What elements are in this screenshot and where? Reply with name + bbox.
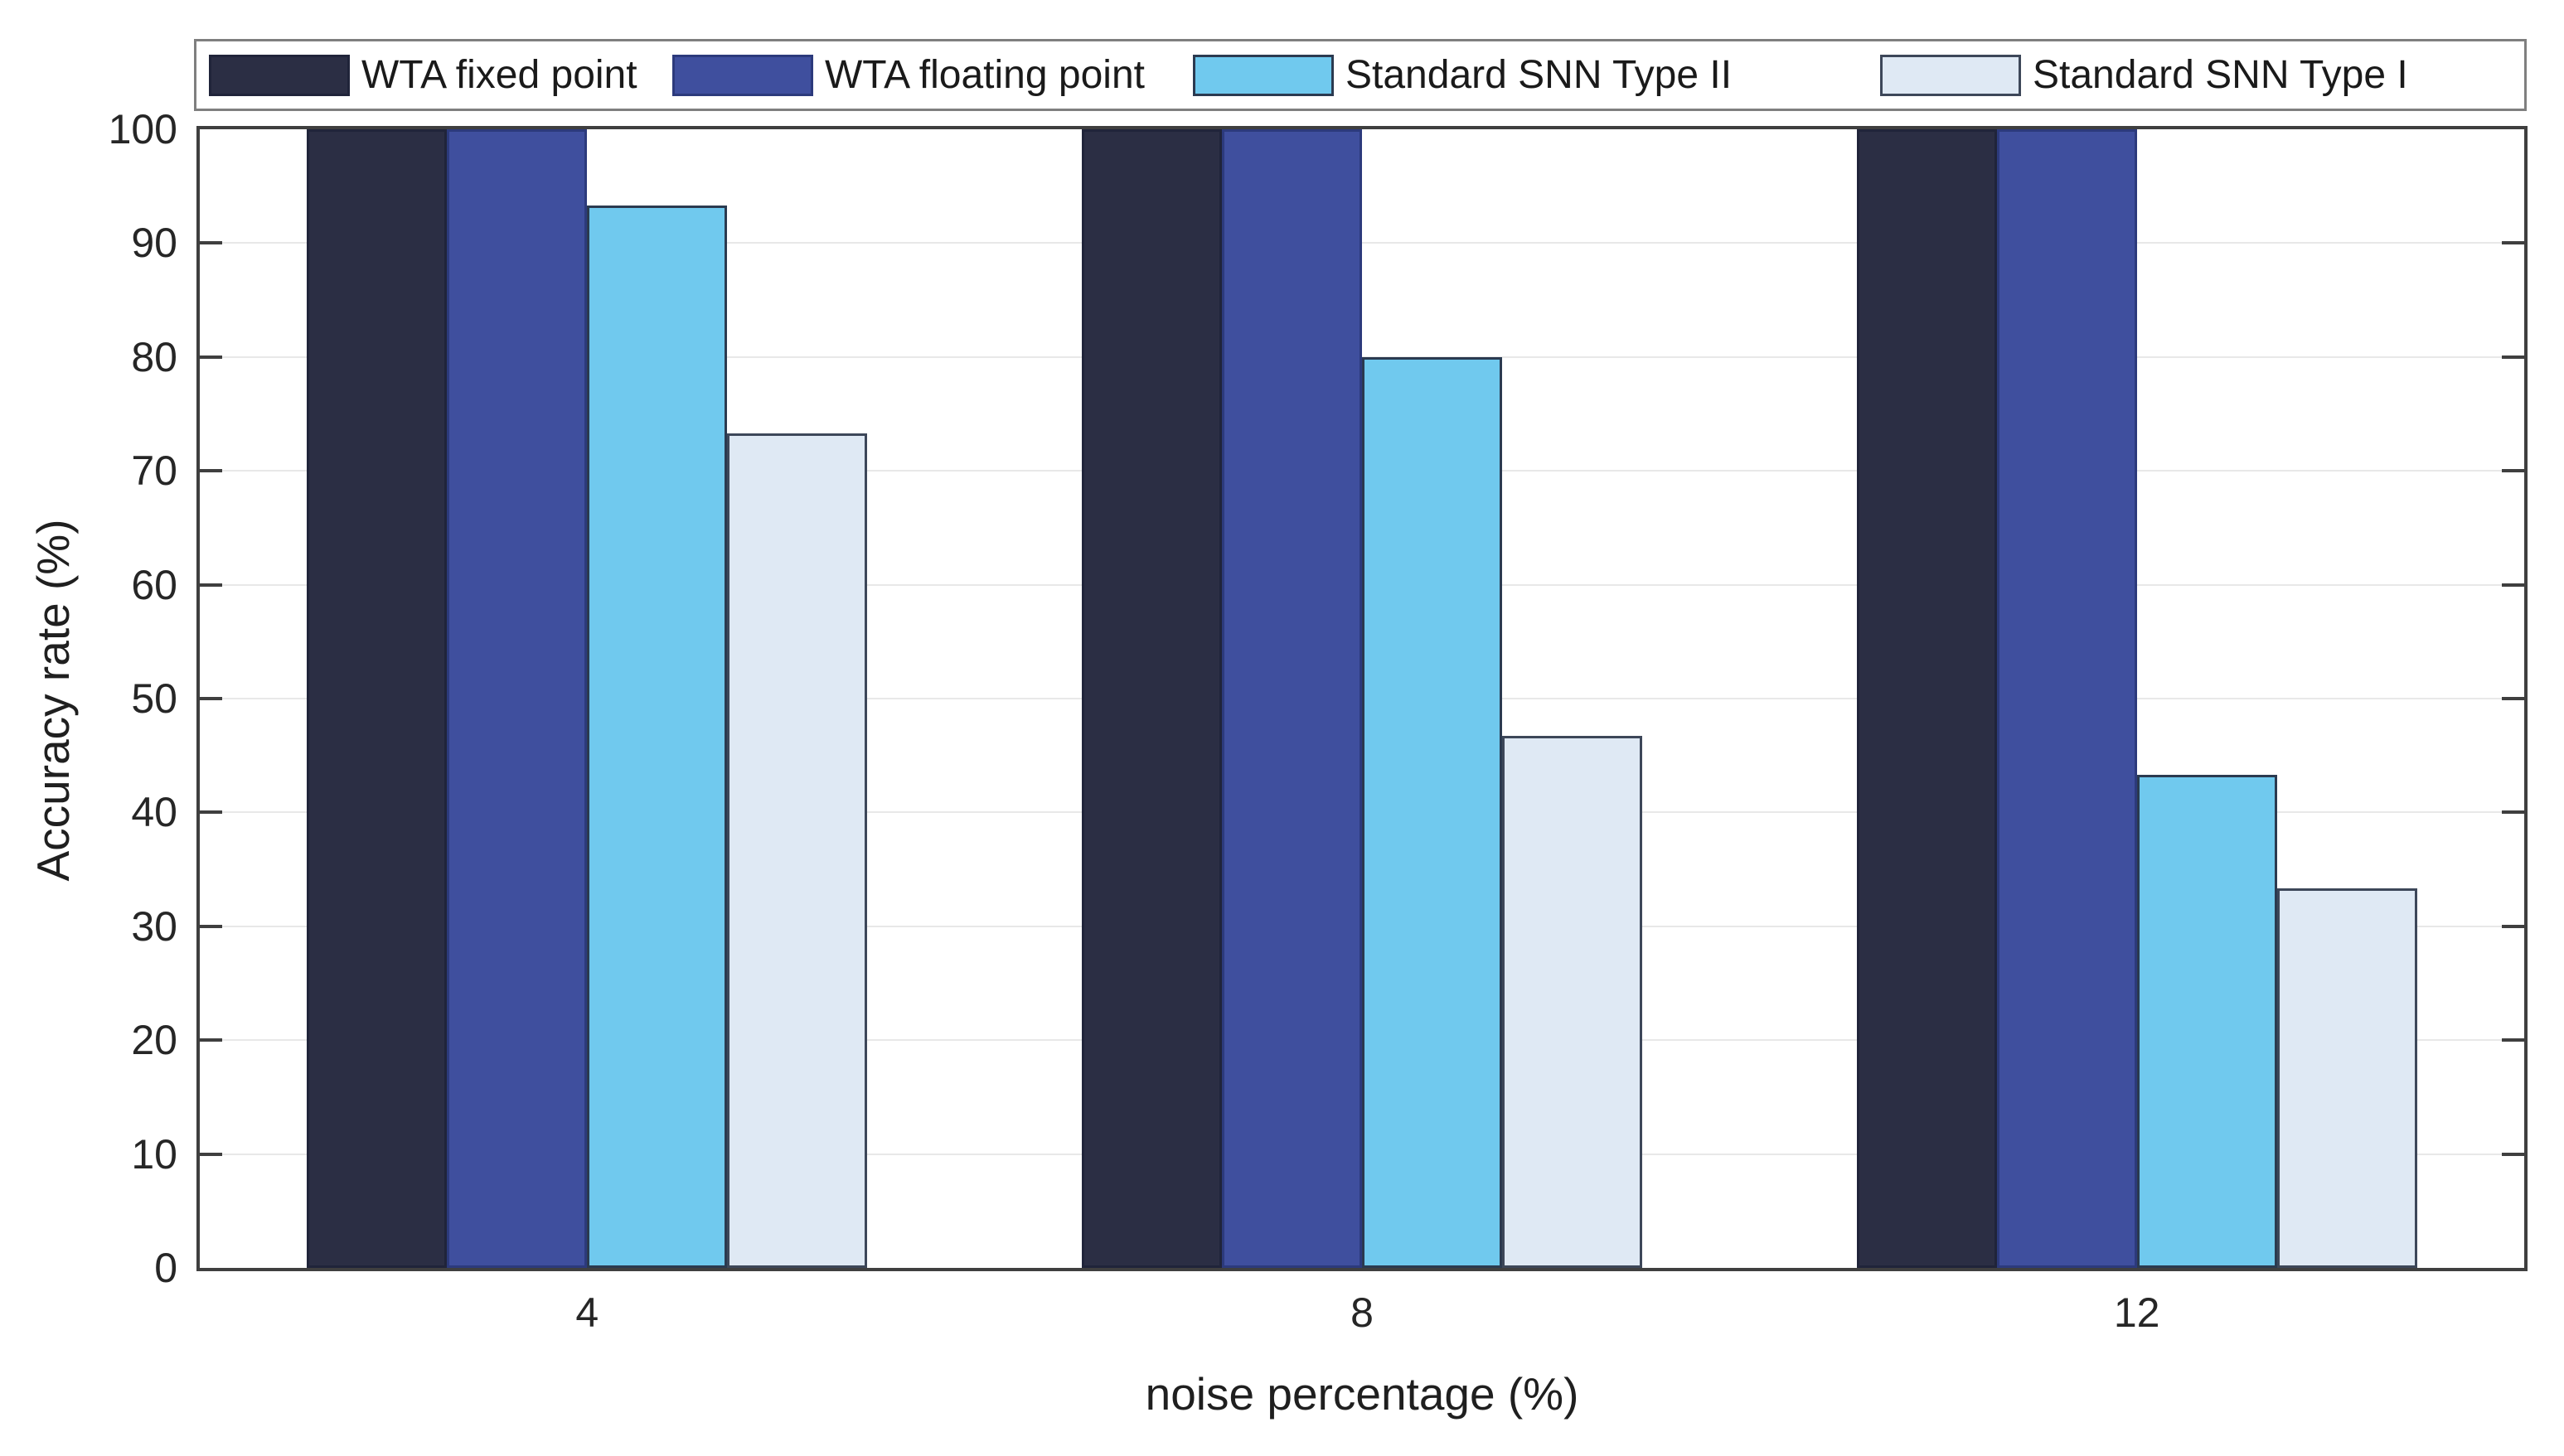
- legend-label: WTA floating point: [825, 52, 1145, 97]
- x-tick-label-4: 4: [575, 1289, 599, 1336]
- y-tick-left-10: [200, 1152, 222, 1156]
- gridline-90: [200, 242, 2524, 244]
- legend-item-wta-floating-point: WTA floating point: [672, 41, 1145, 109]
- y-tick-right-10: [2502, 1152, 2524, 1156]
- y-tick-left-50: [200, 697, 222, 700]
- y-tick-right-50: [2502, 697, 2524, 700]
- y-tick-left-20: [200, 1038, 222, 1042]
- x-axis-label: noise percentage (%): [1145, 1368, 1579, 1420]
- x-tick-label-12: 12: [2113, 1289, 2160, 1336]
- y-tick-left-40: [200, 810, 222, 815]
- bar-wta-fixed-point-noise-8: [1082, 129, 1222, 1268]
- gridline-80: [200, 356, 2524, 358]
- y-tick-label-50: 50: [131, 675, 177, 722]
- bar-standard-snn-type-ii-noise-4: [587, 206, 727, 1268]
- y-tick-right-30: [2502, 924, 2524, 928]
- y-tick-right-20: [2502, 1038, 2524, 1042]
- legend-label: WTA fixed point: [361, 52, 637, 97]
- legend-label: Standard SNN Type I: [2033, 52, 2408, 97]
- wta-fixed-point-swatch-icon: [209, 54, 350, 96]
- y-tick-left-30: [200, 924, 222, 928]
- y-tick-left-70: [200, 469, 222, 473]
- y-tick-label-10: 10: [131, 1130, 177, 1178]
- legend-item-standard-snn-type-i: Standard SNN Type I: [1880, 41, 2408, 109]
- legend-item-wta-fixed-point: WTA fixed point: [209, 41, 637, 109]
- y-tick-label-40: 40: [131, 789, 177, 836]
- y-tick-left-90: [200, 241, 222, 245]
- bar-wta-floating-point-noise-8: [1222, 129, 1362, 1268]
- y-tick-label-60: 60: [131, 561, 177, 608]
- y-tick-label-90: 90: [131, 220, 177, 267]
- legend-label: Standard SNN Type II: [1345, 52, 1733, 97]
- y-tick-right-80: [2502, 355, 2524, 359]
- bar-standard-snn-type-ii-noise-8: [1362, 357, 1502, 1268]
- y-tick-label-80: 80: [131, 333, 177, 380]
- standard-snn-type-i-swatch-icon: [1880, 54, 2021, 96]
- y-tick-left-60: [200, 583, 222, 587]
- y-tick-right-90: [2502, 241, 2524, 245]
- standard-snn-type-ii-swatch-icon: [1193, 54, 1334, 96]
- y-tick-label-70: 70: [131, 447, 177, 495]
- legend-item-standard-snn-type-ii: Standard SNN Type II: [1193, 41, 1732, 109]
- y-tick-label-20: 20: [131, 1017, 177, 1064]
- bar-standard-snn-type-ii-noise-12: [2137, 775, 2277, 1268]
- legend: WTA fixed point WTA floating point Standar…: [194, 39, 2527, 111]
- y-tick-left-80: [200, 355, 222, 359]
- bar-standard-snn-type-i-noise-12: [2277, 888, 2417, 1268]
- bar-standard-snn-type-i-noise-8: [1502, 736, 1642, 1268]
- wta-floating-point-swatch-icon: [672, 54, 813, 96]
- y-tick-label-100: 100: [108, 106, 177, 152]
- y-tick-label-30: 30: [131, 902, 177, 950]
- x-tick-label-8: 8: [1350, 1289, 1374, 1336]
- y-tick-label-0: 0: [154, 1245, 177, 1291]
- y-tick-right-60: [2502, 583, 2524, 587]
- y-tick-right-40: [2502, 810, 2524, 815]
- bar-wta-floating-point-noise-12: [1997, 129, 2137, 1268]
- bar-standard-snn-type-i-noise-4: [727, 433, 867, 1268]
- bar-wta-floating-point-noise-4: [447, 129, 587, 1268]
- plot-area: [196, 126, 2528, 1271]
- bar-wta-fixed-point-noise-12: [1857, 129, 1997, 1268]
- y-axis-label: Accuracy rate (%): [27, 519, 79, 882]
- bar-wta-fixed-point-noise-4: [307, 129, 447, 1268]
- y-tick-right-70: [2502, 469, 2524, 473]
